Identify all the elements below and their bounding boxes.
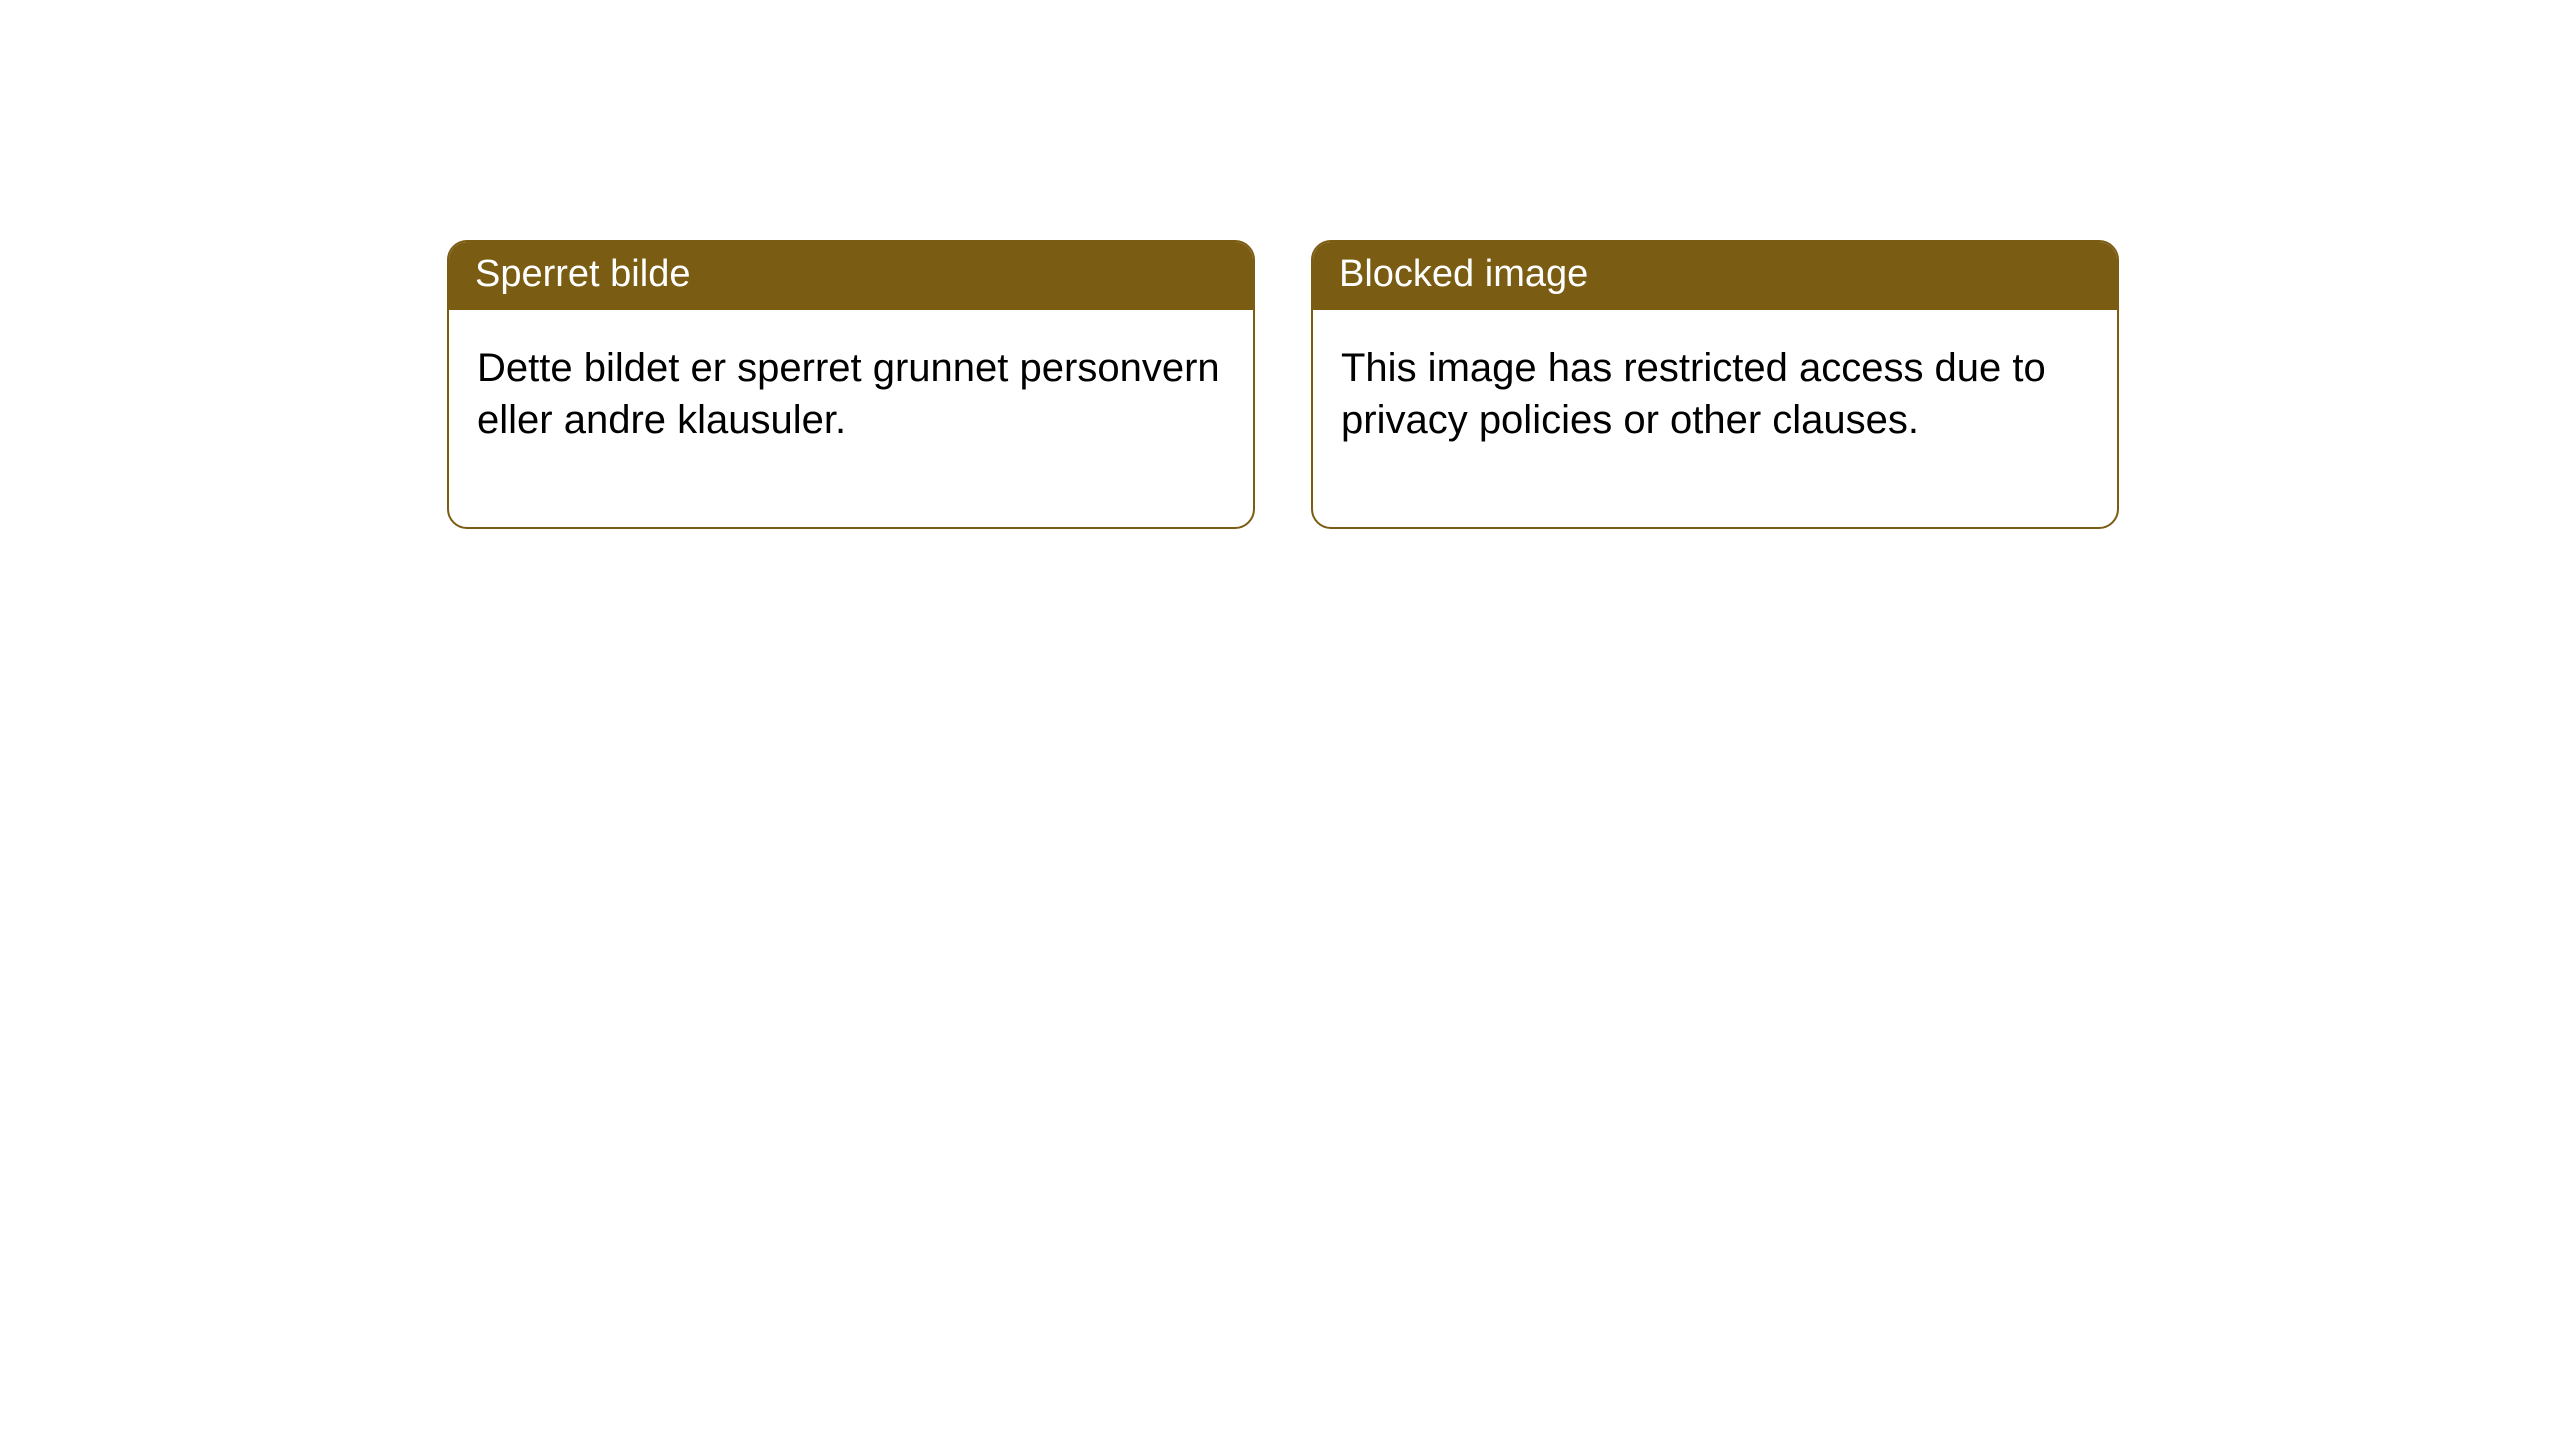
notice-body: This image has restricted access due to … — [1313, 310, 2117, 528]
notice-container: Sperret bilde Dette bildet er sperret gr… — [0, 0, 2560, 529]
notice-card-english: Blocked image This image has restricted … — [1311, 240, 2119, 529]
notice-title: Blocked image — [1313, 242, 2117, 310]
notice-card-norwegian: Sperret bilde Dette bildet er sperret gr… — [447, 240, 1255, 529]
notice-title: Sperret bilde — [449, 242, 1253, 310]
notice-body: Dette bildet er sperret grunnet personve… — [449, 310, 1253, 528]
